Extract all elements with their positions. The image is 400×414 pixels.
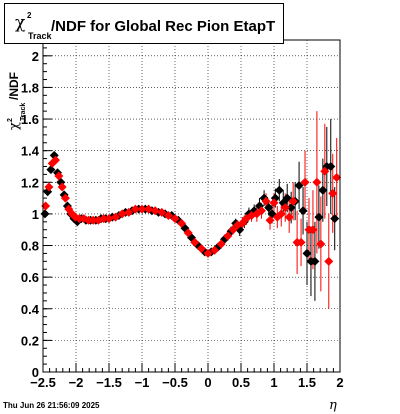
y-tick-label: 1.2 xyxy=(21,175,39,190)
data-point-red xyxy=(261,196,271,206)
data-point-red xyxy=(137,204,147,214)
data-point-black xyxy=(294,180,304,190)
x-tick-label: 1 xyxy=(270,375,277,390)
data-point-red xyxy=(308,225,318,235)
y-tick-label: 2 xyxy=(32,49,39,64)
x-tick-label: −1.5 xyxy=(96,375,122,390)
data-point-red xyxy=(312,177,322,187)
ylabel-sub: Track xyxy=(20,103,27,121)
y-tick-label: 0 xyxy=(32,365,39,380)
x-tick-label: −1 xyxy=(135,375,150,390)
data-point-red xyxy=(223,231,233,241)
data-point-red xyxy=(269,198,279,208)
axis-ticks xyxy=(42,39,341,373)
data-point-red xyxy=(203,248,213,258)
x-tick-label: 2 xyxy=(336,375,343,390)
data-point-red xyxy=(320,166,330,176)
data-point-black xyxy=(326,161,336,171)
y-tick-label: 1.6 xyxy=(21,112,39,127)
grid xyxy=(43,40,340,372)
data-point-red xyxy=(190,237,200,247)
data-point-red xyxy=(74,214,84,224)
data-point-red xyxy=(163,210,173,220)
data-point-black xyxy=(274,185,284,195)
data-point-red xyxy=(104,214,114,224)
data-point-black xyxy=(318,185,328,195)
data-point-red xyxy=(111,212,121,222)
data-point-black xyxy=(282,193,292,203)
data-point-red xyxy=(265,215,275,225)
data-point-red xyxy=(300,177,310,187)
data-point-black xyxy=(330,214,340,224)
data-point-red xyxy=(216,239,226,249)
x-tick-label: −0.5 xyxy=(162,375,188,390)
data-markers xyxy=(40,150,342,266)
data-point-red xyxy=(124,207,134,217)
y-tick-label: 1.8 xyxy=(21,80,39,95)
data-point-black xyxy=(46,165,56,175)
data-point-black xyxy=(302,248,312,258)
chart-title: /NDF for Global Rec Pion EtapT xyxy=(51,18,276,35)
data-point-red xyxy=(144,204,154,214)
data-point-red xyxy=(183,228,193,238)
data-point-red xyxy=(332,173,342,183)
data-point-red xyxy=(276,209,286,219)
ylabel-main: /NDF xyxy=(7,72,21,100)
data-point-red xyxy=(328,188,338,198)
data-point-red xyxy=(60,193,70,203)
data-point-red xyxy=(99,214,109,224)
x-tick-label: 0 xyxy=(204,375,211,390)
data-point-red xyxy=(288,196,298,206)
data-point-red xyxy=(150,206,160,216)
y-axis-title: χ 2 Track /NDF xyxy=(7,72,27,130)
y-tick-label: 1 xyxy=(32,207,39,222)
x-tick-label: −2.5 xyxy=(30,375,56,390)
data-point-red xyxy=(117,209,127,219)
data-point-red xyxy=(130,204,140,214)
data-point-black xyxy=(298,206,308,216)
data-point-red xyxy=(177,218,187,228)
data-point-red xyxy=(57,182,67,192)
y-tick-label: 0.4 xyxy=(21,302,40,317)
x-tick-label: −2 xyxy=(69,375,84,390)
data-point-red xyxy=(157,207,167,217)
title-sub: Track xyxy=(28,31,52,41)
datestamp: Thu Jun 26 21:56:09 2025 xyxy=(3,401,100,410)
y-tick-label: 0.2 xyxy=(21,333,39,348)
title-box: χ 2 Track /NDF for Global Rec Pion EtapT xyxy=(4,3,284,44)
y-tick-label: 0.6 xyxy=(21,270,39,285)
data-point-red xyxy=(54,171,64,181)
y-tick-label: 1.4 xyxy=(21,144,40,159)
data-point-red xyxy=(44,182,54,192)
x-tick-label: 1.5 xyxy=(298,375,316,390)
data-point-red xyxy=(256,206,266,216)
ylabel-chi: χ xyxy=(7,122,22,130)
data-point-red xyxy=(280,203,290,213)
data-point-red xyxy=(284,212,294,222)
y-tick-label: 0.8 xyxy=(21,239,39,254)
data-point-red xyxy=(84,215,94,225)
data-point-red xyxy=(88,215,98,225)
data-point-red xyxy=(210,245,220,255)
data-point-red xyxy=(296,237,306,247)
data-point-red xyxy=(51,155,61,165)
x-tick-label: 0.5 xyxy=(232,375,250,390)
ylabel-sup: 2 xyxy=(7,118,14,122)
x-axis-title: η xyxy=(329,398,337,413)
data-point-black xyxy=(310,256,320,266)
data-point-black xyxy=(314,212,324,222)
data-point-red xyxy=(228,225,238,235)
tick-labels: −2.5 −2 −1.5 −1 −0.5 0 0.5 1 1.5 2 0 0.2 0.4 0.6 0.8 1 1… xyxy=(21,49,344,390)
data-point-red xyxy=(196,244,206,254)
data-point-red xyxy=(170,214,180,224)
title-sup: 2 xyxy=(27,11,32,20)
title-chi: χ xyxy=(15,13,26,33)
data-point-red xyxy=(324,256,334,266)
data-point-red xyxy=(316,239,326,249)
